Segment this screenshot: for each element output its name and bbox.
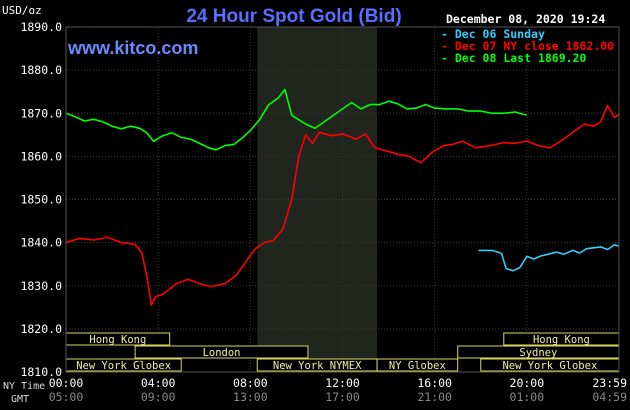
- market-session-label: Sydney: [519, 347, 557, 359]
- legend-label-dec06: Dec 06 Sunday: [455, 27, 545, 41]
- y-axis-unit: USD/oz: [2, 4, 42, 17]
- market-session-label: Hong Kong: [89, 334, 146, 346]
- x-tick-label-gmt: 21:00: [417, 390, 452, 404]
- x-tick-label-ny: 12:00: [325, 376, 360, 390]
- legend-label-dec07: Dec 07 NY close 1862.00: [455, 39, 614, 53]
- market-session-label: New York Globex: [502, 360, 597, 372]
- y-axis-tick-labels: 1890.0 1880.0 1870.0 1860.0 1850.0 1840.0 1830…: [20, 20, 62, 379]
- chart-title: 24 Hour Spot Gold (Bid): [186, 6, 401, 27]
- series-lines: [65, 88, 620, 307]
- market-session-label: NY Globex: [389, 360, 446, 372]
- legend-entry-dec08: - Dec 08 Last 1869.20: [441, 51, 586, 65]
- market-session-label: New York Globex: [76, 360, 171, 372]
- y-tick-label: 1810.0: [20, 365, 62, 379]
- market-session-label: New York NYMEX: [273, 360, 362, 372]
- y-tick-label: 1820.0: [20, 322, 62, 336]
- legend-entry-dec07: - Dec 07 NY close 1862.00: [441, 39, 614, 53]
- timestamp: December 08, 2020 19:24: [446, 12, 605, 26]
- market-session-bar: [134, 345, 309, 359]
- market-session-bar: [376, 358, 459, 372]
- x-tick-label-ny: 16:00: [417, 376, 452, 390]
- y-tick-label: 1850.0: [20, 193, 62, 207]
- x-tick-label-gmt: 17:00: [325, 390, 360, 404]
- x-tick-label-ny: 08:00: [233, 376, 268, 390]
- x-tick-label-gmt: 05:00: [49, 390, 84, 404]
- market-session-label: London: [203, 347, 241, 359]
- y-tick-label: 1890.0: [20, 20, 62, 34]
- y-tick-label: 1830.0: [20, 279, 62, 293]
- legend-entry-dec06: - Dec 06 Sunday: [441, 27, 545, 41]
- series-line-1: [478, 244, 620, 272]
- legend: - Dec 06 Sunday - Dec 07 NY close 1862.0…: [441, 27, 614, 65]
- x-tick-label-gmt: 13:00: [233, 390, 268, 404]
- y-tick-label: 1870.0: [20, 106, 62, 120]
- y-tick-label: 1860.0: [20, 149, 62, 163]
- market-session-label: Hong Kong: [533, 334, 590, 346]
- ny-time-row-label: NY Time: [3, 381, 45, 392]
- x-tick-label-ny: 20:00: [510, 376, 545, 390]
- nymex-session-band: [257, 27, 378, 372]
- watermark: www.kitco.com: [67, 38, 198, 58]
- y-tick-label: 1880.0: [20, 63, 62, 77]
- x-tick-label-ny: 23:59: [592, 376, 627, 390]
- plot-border: [65, 26, 620, 373]
- y-tick-label: 1840.0: [20, 236, 62, 250]
- x-tick-label-ny: 04:00: [141, 376, 176, 390]
- legend-label-dec08: Dec 08 Last 1869.20: [455, 51, 587, 65]
- x-tick-label-gmt: 01:00: [510, 390, 545, 404]
- gmt-row-label: GMT: [11, 394, 29, 405]
- x-tick-label-ny: 00:00: [49, 376, 84, 390]
- series-line-3: [65, 88, 527, 151]
- series-line-2: [65, 104, 620, 307]
- x-tick-label-gmt: 09:00: [141, 390, 176, 404]
- x-tick-label-gmt: 04:59: [592, 390, 627, 404]
